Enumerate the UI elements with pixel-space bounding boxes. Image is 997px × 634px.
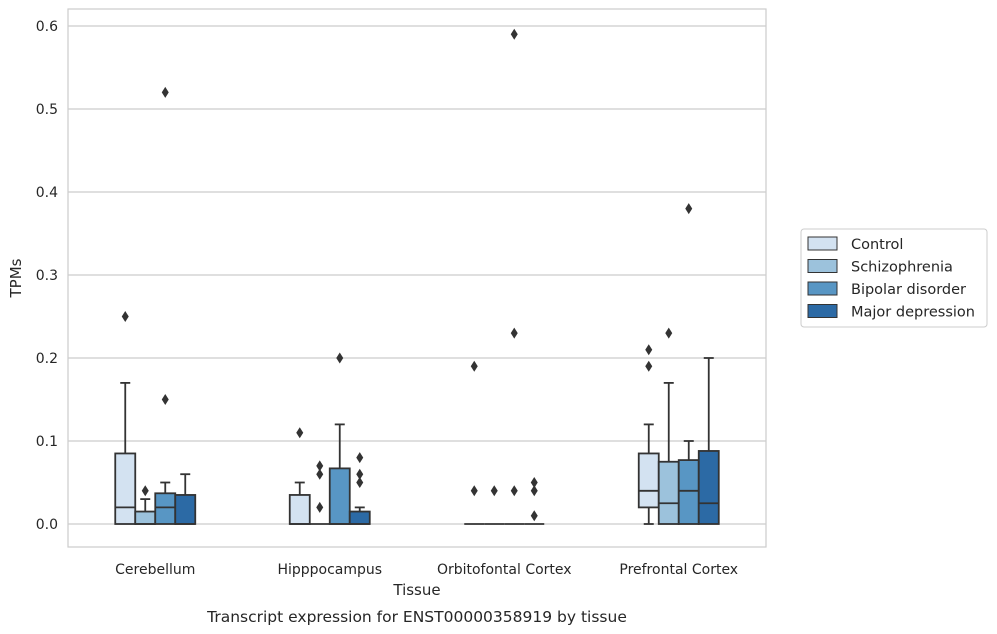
outlier-point xyxy=(530,477,538,488)
x-axis-ticks: Cerebellum Hipppocampus Orbitofontal Corte… xyxy=(115,562,738,578)
box-body xyxy=(174,494,197,525)
outlier-point xyxy=(645,360,653,372)
box-body xyxy=(154,492,177,525)
outlier-point xyxy=(510,28,518,40)
outlier-point xyxy=(510,327,518,339)
legend-label: Schizophrenia xyxy=(851,260,953,276)
box-control xyxy=(464,360,485,525)
x-tick-label: Orbitofontal Cortex xyxy=(437,562,572,578)
box-body xyxy=(677,459,700,525)
legend-frame xyxy=(800,228,988,328)
outlier-point xyxy=(316,468,324,480)
outlier-point xyxy=(665,327,673,339)
chart-caption: Transcript expression for ENST0000035891… xyxy=(206,608,627,626)
box-control xyxy=(637,344,660,525)
outlier-point xyxy=(316,460,324,472)
outlier-point xyxy=(316,501,324,513)
box-body xyxy=(637,452,660,509)
y-axis-title: TPMs xyxy=(7,258,25,298)
outlier-point xyxy=(356,452,364,464)
outlier-point xyxy=(161,394,169,405)
box-major-depression xyxy=(174,473,197,525)
box-body xyxy=(348,510,371,525)
outlier-point xyxy=(645,344,653,356)
boxes xyxy=(114,28,720,525)
box-body xyxy=(328,467,351,525)
outlier-point xyxy=(356,468,364,480)
outlier-point xyxy=(530,485,538,497)
legend: Control Schizophrenia Bipolar disorder Majo… xyxy=(800,228,988,328)
outlier-point xyxy=(296,427,304,439)
legend-swatch xyxy=(807,281,838,296)
outlier-point xyxy=(121,311,129,322)
box-body xyxy=(288,494,311,525)
box-major-depression xyxy=(697,357,720,525)
legend-swatch xyxy=(807,236,838,251)
outlier-point xyxy=(530,510,538,522)
y-tick-label: 0.3 xyxy=(36,268,58,284)
box-major-depression xyxy=(524,477,545,525)
outlier-point xyxy=(356,477,364,488)
box-body xyxy=(657,460,680,525)
y-tick-label: 0.4 xyxy=(36,185,58,201)
y-axis-ticks: 0.0 0.1 0.2 0.3 0.4 0.5 0.6 xyxy=(36,19,58,533)
y-tick-label: 0.6 xyxy=(36,19,58,35)
x-axis-title: Tissue xyxy=(392,581,440,599)
box-body xyxy=(134,510,157,525)
outlier-point xyxy=(510,485,518,497)
outlier-point xyxy=(470,360,478,372)
x-tick-label: Prefrontal Cortex xyxy=(619,562,738,578)
outlier-point xyxy=(336,352,344,364)
x-tick-label: Cerebellum xyxy=(115,562,195,578)
x-tick-label: Hipppocampus xyxy=(277,562,382,578)
y-tick-label: 0.1 xyxy=(36,434,58,450)
box-schizophrenia xyxy=(657,327,680,525)
box-schizophrenia xyxy=(484,485,505,525)
plot-frame xyxy=(67,8,767,548)
outlier-point xyxy=(470,485,478,497)
box-control xyxy=(288,427,311,525)
legend-swatch xyxy=(807,304,838,318)
legend-label: Major depression xyxy=(851,305,975,321)
box-control xyxy=(114,311,137,525)
y-tick-label: 0.2 xyxy=(36,351,58,367)
box-bipolar-disorder xyxy=(328,352,351,525)
outlier-point xyxy=(685,203,693,215)
y-tick-label: 0.5 xyxy=(36,102,58,118)
legend-label: Bipolar disorder xyxy=(851,282,966,298)
y-tick-label: 0.0 xyxy=(36,517,58,533)
box-major-depression xyxy=(348,452,371,525)
legend-label: Control xyxy=(851,237,903,253)
box-body xyxy=(697,450,720,525)
box-body xyxy=(114,452,137,525)
box-bipolar-disorder xyxy=(504,28,525,525)
box-schizophrenia xyxy=(309,460,330,525)
outlier-point xyxy=(161,86,169,98)
outlier-point xyxy=(141,485,149,497)
legend-swatch xyxy=(807,259,838,273)
outlier-point xyxy=(490,485,498,497)
